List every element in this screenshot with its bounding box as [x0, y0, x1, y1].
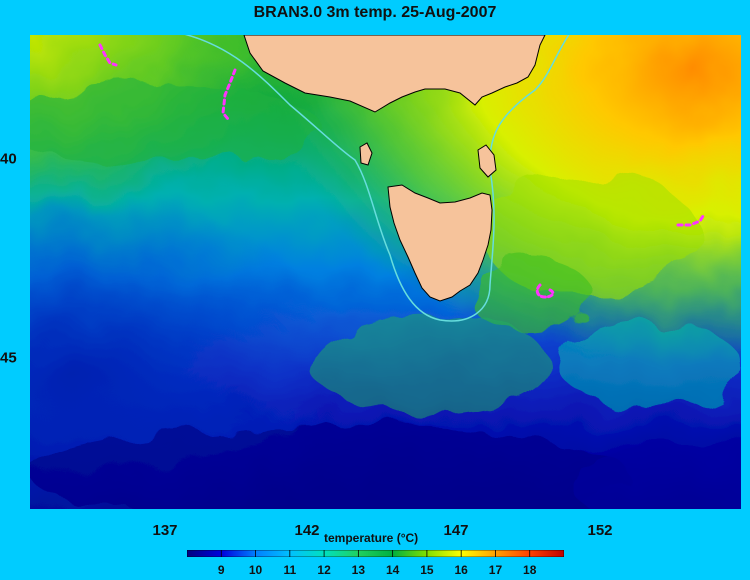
- colorbar-gradient: [187, 550, 564, 557]
- colorbar-tick-label: 16: [454, 563, 468, 577]
- x-tick-label: 152: [587, 522, 613, 539]
- drifter-track: [676, 214, 705, 227]
- shelf-isobath-line: [184, 35, 570, 322]
- temperature-field: [30, 35, 741, 509]
- drifter-track: [535, 283, 555, 299]
- tasmania: [387, 184, 493, 302]
- king-island: [359, 142, 373, 166]
- drifter-track: [221, 68, 237, 121]
- colorbar-tick-label: 11: [283, 563, 297, 577]
- drifter-tracks: [98, 43, 705, 299]
- colorbar-tick-label: 17: [488, 563, 503, 577]
- colorbar-tick-label: 15: [420, 563, 434, 577]
- colorbar-tick-label: 9: [217, 563, 225, 577]
- flinders-island: [477, 144, 497, 178]
- colorbar-tick-label: 18: [523, 563, 537, 577]
- colorbar-tick-label: 14: [385, 563, 400, 577]
- colorbar-label: temperature (°C): [324, 531, 419, 545]
- mainland-australia: [243, 35, 546, 113]
- y-tick-label: 45: [0, 349, 17, 367]
- x-tick-label: 142: [294, 522, 320, 539]
- sea-temperature-map: [30, 35, 741, 509]
- x-tick-label: 137: [152, 522, 178, 539]
- y-tick-label: 40: [0, 150, 17, 168]
- colorbar-tick-label: 12: [317, 563, 331, 577]
- colorbar: [187, 550, 564, 557]
- map-title: BRAN3.0 3m temp. 25-Aug-2007: [253, 4, 497, 21]
- drifter-track: [98, 43, 118, 67]
- colorbar-tick-label: 10: [248, 563, 263, 577]
- x-tick-label: 147: [443, 522, 469, 539]
- colorbar-tick-label: 13: [351, 563, 366, 577]
